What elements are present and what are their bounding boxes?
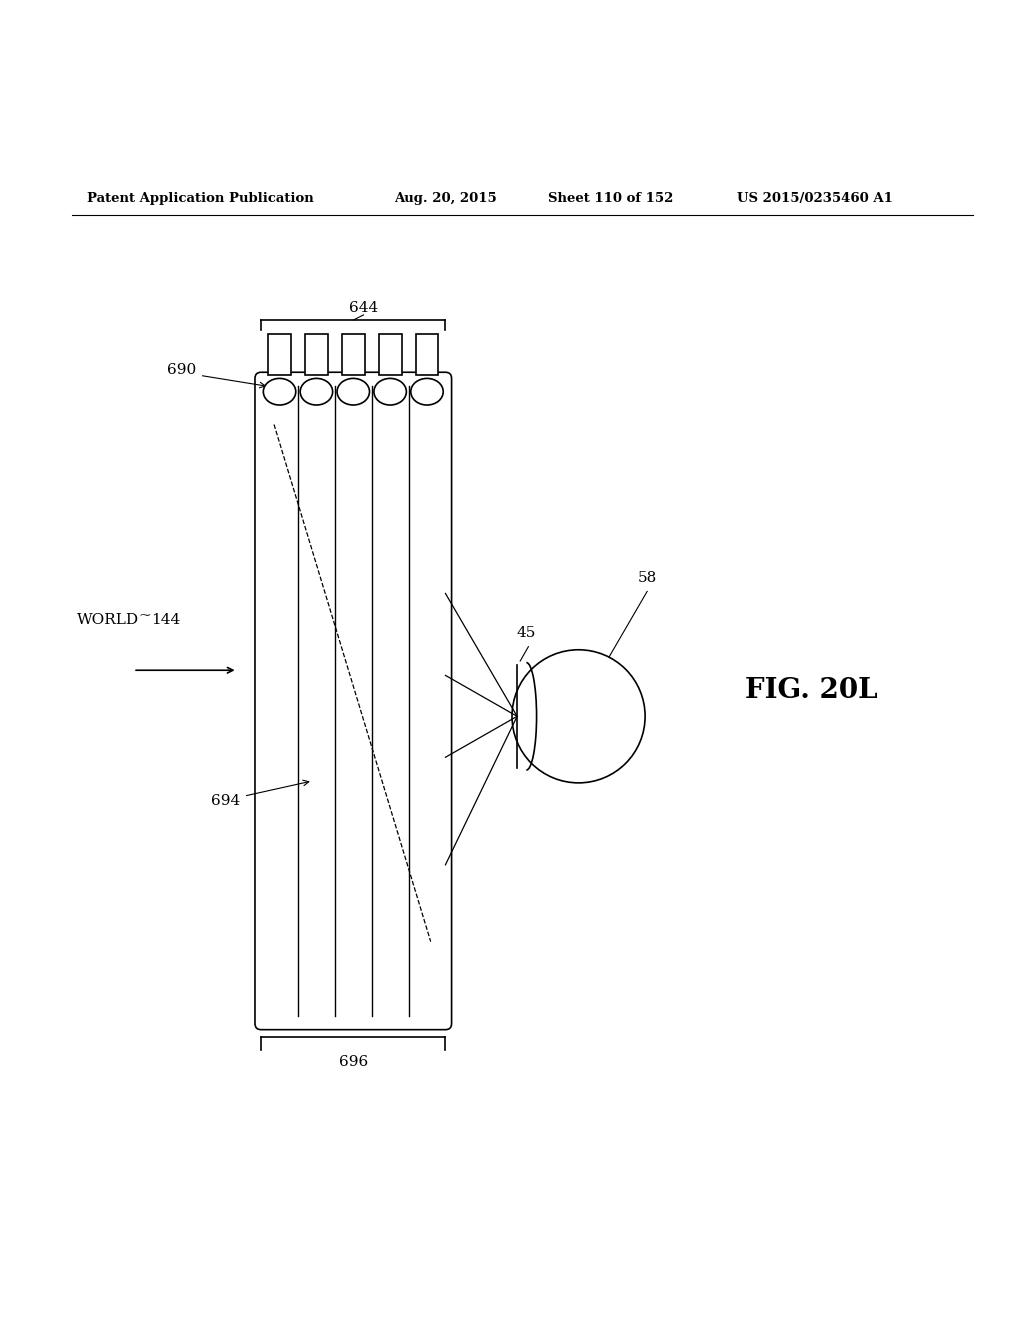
Ellipse shape	[337, 379, 370, 405]
Text: 696: 696	[339, 1055, 368, 1069]
Ellipse shape	[263, 379, 296, 405]
Text: 644: 644	[349, 301, 378, 315]
FancyBboxPatch shape	[255, 372, 452, 1030]
Bar	[416, 334, 438, 375]
Bar	[268, 334, 291, 375]
Text: 45: 45	[516, 626, 536, 639]
Bar	[342, 334, 365, 375]
Text: ~: ~	[138, 609, 151, 623]
Text: Patent Application Publication: Patent Application Publication	[87, 191, 313, 205]
Text: Sheet 110 of 152: Sheet 110 of 152	[548, 191, 673, 205]
Text: 694: 694	[211, 795, 241, 808]
Ellipse shape	[374, 379, 407, 405]
Text: 58: 58	[638, 572, 657, 585]
Circle shape	[512, 649, 645, 783]
Text: 144: 144	[152, 614, 181, 627]
Text: 690: 690	[167, 363, 197, 378]
Text: WORLD: WORLD	[77, 614, 139, 627]
Bar	[379, 334, 401, 375]
Bar	[305, 334, 328, 375]
Ellipse shape	[411, 379, 443, 405]
Text: FIG. 20L: FIG. 20L	[745, 677, 879, 705]
Ellipse shape	[300, 379, 333, 405]
Text: Aug. 20, 2015: Aug. 20, 2015	[394, 191, 497, 205]
Text: US 2015/0235460 A1: US 2015/0235460 A1	[737, 191, 893, 205]
